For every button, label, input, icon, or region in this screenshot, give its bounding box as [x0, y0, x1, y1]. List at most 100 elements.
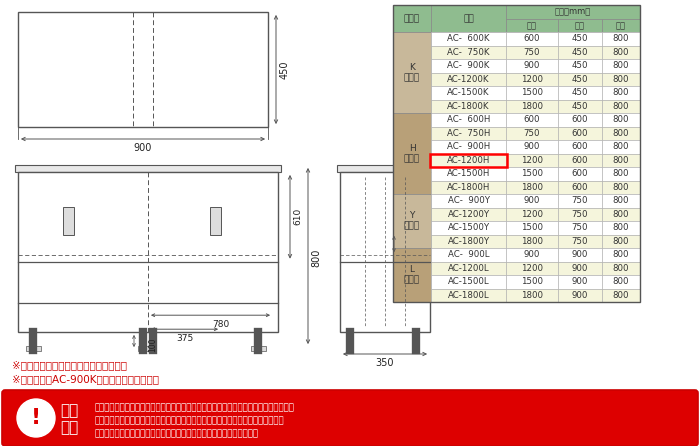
Text: 800: 800	[612, 34, 629, 43]
Text: 800: 800	[612, 169, 629, 178]
FancyBboxPatch shape	[2, 390, 698, 446]
Bar	[602, 194, 640, 207]
Text: 1500: 1500	[521, 223, 543, 232]
Bar	[506, 248, 558, 261]
Text: AC-1500L: AC-1500L	[448, 277, 489, 286]
Text: AC-1500Y: AC-1500Y	[447, 223, 489, 232]
Text: ※寸法図は『AC-900K』タイプのものです。: ※寸法図は『AC-900K』タイプのものです。	[12, 374, 159, 384]
Text: AC-1200Y: AC-1200Y	[447, 210, 489, 219]
Text: 商品の色が若干異なる場合がありますので、あらかじめご了承下さい。: 商品の色が若干異なる場合がありますので、あらかじめご了承下さい。	[95, 429, 259, 438]
Text: 800: 800	[612, 88, 629, 97]
Bar	[602, 73, 640, 86]
Text: 600: 600	[572, 183, 588, 192]
Text: 800: 800	[612, 183, 629, 192]
Bar	[506, 32, 558, 45]
Text: 1800: 1800	[521, 102, 543, 111]
Text: AC-1500K: AC-1500K	[447, 88, 490, 97]
Text: AC-1200K: AC-1200K	[447, 75, 490, 84]
Bar	[506, 59, 558, 73]
Text: 間口: 間口	[527, 21, 537, 30]
Bar	[431, 5, 506, 32]
Bar	[431, 261, 506, 275]
Text: 寸法（mm）: 寸法（mm）	[555, 8, 591, 17]
Text: 610: 610	[293, 208, 302, 225]
Text: AC-  600H: AC- 600H	[447, 115, 490, 124]
Text: 1800: 1800	[521, 183, 543, 192]
Text: 600: 600	[572, 115, 588, 124]
Text: 750: 750	[524, 129, 540, 138]
Text: AC-  900Y: AC- 900Y	[447, 196, 489, 205]
Bar	[558, 235, 602, 248]
Text: AC-  750H: AC- 750H	[447, 129, 490, 138]
Text: 600: 600	[524, 115, 540, 124]
Bar	[506, 261, 558, 275]
Text: AC-1500H: AC-1500H	[447, 169, 490, 178]
Text: 750: 750	[572, 210, 588, 219]
Bar	[558, 59, 602, 73]
Bar	[431, 194, 506, 207]
Text: 800: 800	[612, 237, 629, 246]
Text: 100: 100	[148, 337, 158, 351]
Bar	[558, 181, 602, 194]
Bar	[431, 167, 506, 181]
Text: 450: 450	[572, 75, 588, 84]
Bar	[558, 194, 602, 207]
Bar	[393, 194, 431, 248]
Text: AC-  600K: AC- 600K	[447, 34, 490, 43]
Bar	[340, 172, 430, 332]
Bar	[393, 5, 640, 302]
Text: AC-1800Y: AC-1800Y	[447, 237, 489, 246]
Bar	[558, 207, 602, 221]
Text: AC-  900L: AC- 900L	[448, 250, 489, 259]
Text: Y
タイプ: Y タイプ	[404, 211, 420, 231]
Circle shape	[17, 399, 55, 437]
Text: 1500: 1500	[521, 169, 543, 178]
Text: 800: 800	[311, 248, 321, 267]
Text: 450: 450	[572, 88, 588, 97]
Text: H
タイプ: H タイプ	[404, 144, 420, 163]
Bar	[602, 19, 640, 32]
Bar	[558, 86, 602, 99]
Bar	[506, 153, 558, 167]
Text: 750: 750	[572, 237, 588, 246]
Text: 800: 800	[612, 142, 629, 151]
Text: 450: 450	[572, 102, 588, 111]
Bar	[602, 221, 640, 235]
Bar	[602, 261, 640, 275]
Bar	[602, 127, 640, 140]
Bar	[602, 32, 640, 45]
Text: AC-1200H: AC-1200H	[447, 156, 490, 165]
Text: 600: 600	[572, 142, 588, 151]
Text: 高さ: 高さ	[616, 21, 626, 30]
Bar	[558, 113, 602, 127]
Bar	[431, 127, 506, 140]
Bar	[506, 73, 558, 86]
Text: 1200: 1200	[521, 264, 543, 273]
Text: 配達は「軒先渡し」になります。大型商品の場合、荷降ろしの補助をお願い致します。: 配達は「軒先渡し」になります。大型商品の場合、荷降ろしの補助をお願い致します。	[95, 403, 295, 412]
Text: 1500: 1500	[521, 88, 543, 97]
Text: 1200: 1200	[521, 75, 543, 84]
Bar	[558, 248, 602, 261]
Bar	[558, 73, 602, 86]
Text: AC-1800H: AC-1800H	[447, 183, 490, 192]
Text: 375: 375	[176, 334, 194, 343]
Text: !: !	[31, 408, 41, 428]
Text: 600: 600	[524, 34, 540, 43]
Text: 600: 600	[572, 169, 588, 178]
Text: 1200: 1200	[521, 210, 543, 219]
Bar	[506, 5, 640, 19]
Bar	[506, 45, 558, 59]
Text: 800: 800	[612, 129, 629, 138]
Text: 750: 750	[524, 48, 540, 57]
Text: 900: 900	[134, 143, 152, 153]
Bar	[506, 140, 558, 153]
Text: 800: 800	[612, 61, 629, 70]
Bar	[431, 99, 506, 113]
Bar	[506, 207, 558, 221]
Bar	[506, 221, 558, 235]
Bar	[138, 346, 153, 351]
Bar	[393, 5, 431, 32]
Text: 600: 600	[572, 129, 588, 138]
Text: 900: 900	[572, 291, 588, 300]
Bar	[558, 45, 602, 59]
